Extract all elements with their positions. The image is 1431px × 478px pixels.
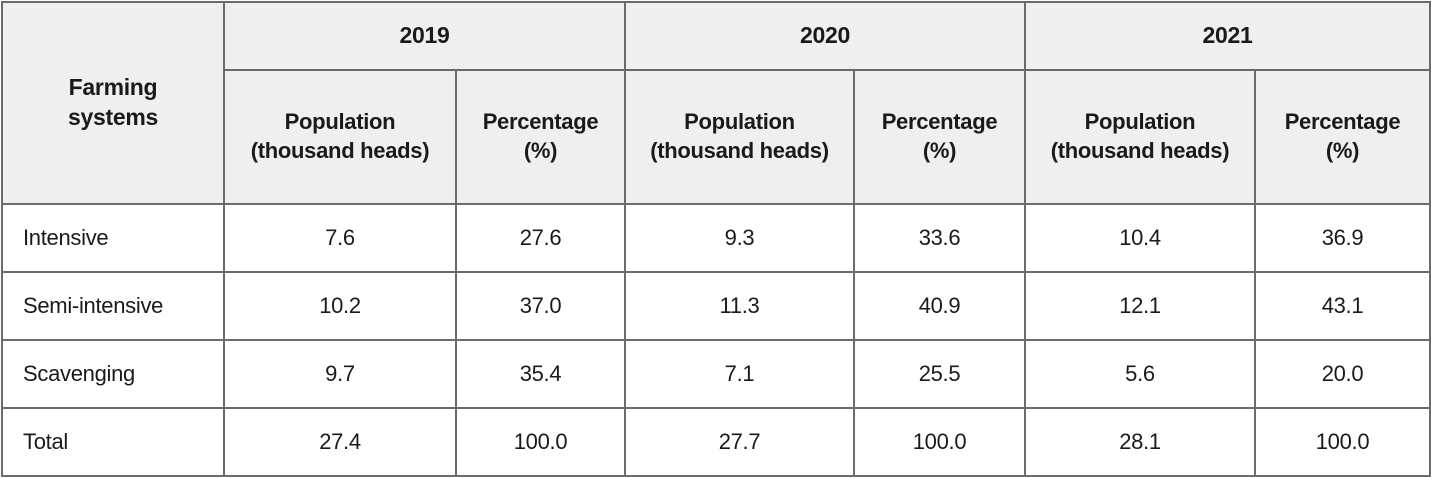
population-2019-cell: 27.4: [223, 407, 457, 477]
farming-systems-header-line2: systems: [68, 104, 158, 130]
year-header-2021: 2021: [1024, 1, 1431, 71]
percentage-header-line2: (%): [1325, 138, 1360, 163]
population-2021-cell: 5.6: [1024, 339, 1256, 409]
population-header-line1: Population: [284, 109, 396, 135]
percentage-2020-cell: 40.9: [853, 271, 1026, 341]
percentage-header: Percentage (%): [455, 69, 626, 205]
subheader-row: Population (thousand heads) Percentage (…: [2, 69, 1431, 205]
population-2019-cell: 10.2: [223, 271, 457, 341]
table-header: Farming systems 2019 2020 2021 Populatio…: [1, 1, 1431, 205]
percentage-header-line1: Percentage: [881, 109, 998, 135]
table-row-total: Total 27.4 100.0 27.7 100.0 28.1 100.0: [1, 407, 1431, 477]
percentage-2019-cell: 35.4: [455, 339, 626, 409]
population-2019-cell: 9.7: [223, 339, 457, 409]
year-header-2019: 2019: [223, 1, 626, 71]
percentage-2020-cell: 33.6: [853, 203, 1026, 273]
population-2020-cell: 27.7: [624, 407, 855, 477]
percentage-header-line1: Percentage: [1284, 109, 1401, 135]
percentage-2021-cell: 36.9: [1254, 203, 1431, 273]
percentage-header-line2: (%): [922, 138, 957, 163]
population-2020-cell: 9.3: [624, 203, 855, 273]
population-header-line2: (thousand heads): [250, 138, 430, 163]
percentage-header: Percentage (%): [1254, 69, 1431, 205]
population-2021-cell: 28.1: [1024, 407, 1256, 477]
year-header-2020: 2020: [624, 1, 1026, 71]
table-row-intensive: Intensive 7.6 27.6 9.3 33.6 10.4 36.9: [1, 203, 1431, 273]
table-row-scavenging: Scavenging 9.7 35.4 7.1 25.5 5.6 20.0: [1, 339, 1431, 409]
percentage-header-line1: Percentage: [482, 109, 599, 135]
percentage-header: Percentage (%): [853, 69, 1026, 205]
table-row-semi-intensive: Semi-intensive 10.2 37.0 11.3 40.9 12.1 …: [1, 271, 1431, 341]
percentage-2021-cell: 43.1: [1254, 271, 1431, 341]
farming-systems-header-line1: Farming: [68, 74, 158, 101]
population-header-line1: Population: [1084, 109, 1196, 135]
percentage-2019-cell: 27.6: [455, 203, 626, 273]
percentage-2020-cell: 25.5: [853, 339, 1026, 409]
population-2019-cell: 7.6: [223, 203, 457, 273]
population-header: Population (thousand heads): [223, 69, 457, 205]
percentage-header-line2: (%): [523, 138, 558, 163]
percentage-2019-cell: 100.0: [455, 407, 626, 477]
row-label: Intensive: [1, 203, 225, 273]
population-header: Population (thousand heads): [624, 69, 855, 205]
population-header-line2: (thousand heads): [1050, 138, 1230, 163]
population-header: Population (thousand heads): [1024, 69, 1256, 205]
population-header-line1: Population: [684, 109, 795, 135]
percentage-2019-cell: 37.0: [455, 271, 626, 341]
percentage-2021-cell: 20.0: [1254, 339, 1431, 409]
row-label: Semi-intensive: [1, 271, 225, 341]
population-2020-cell: 11.3: [624, 271, 855, 341]
population-header-line2: (thousand heads): [650, 138, 829, 163]
row-label: Total: [1, 407, 225, 477]
population-2021-cell: 10.4: [1024, 203, 1256, 273]
row-label: Scavenging: [1, 339, 225, 409]
table-body: Intensive 7.6 27.6 9.3 33.6 10.4 36.9 Se…: [1, 203, 1431, 477]
year-header-row: Farming systems 2019 2020 2021: [1, 1, 1431, 205]
farming-systems-header: Farming systems: [1, 1, 225, 205]
population-2020-cell: 7.1: [624, 339, 855, 409]
percentage-2020-cell: 100.0: [853, 407, 1026, 477]
population-2021-cell: 12.1: [1024, 271, 1256, 341]
percentage-2021-cell: 100.0: [1254, 407, 1431, 477]
